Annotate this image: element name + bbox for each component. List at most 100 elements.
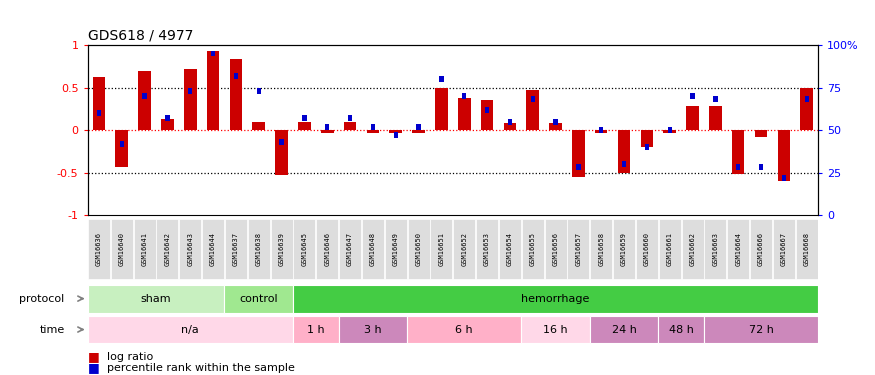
Bar bbox=[736, 165, 740, 171]
Bar bbox=[759, 165, 763, 171]
Bar bbox=[572, 130, 584, 177]
Bar bbox=[256, 88, 261, 94]
FancyBboxPatch shape bbox=[704, 316, 818, 344]
Text: GSM16658: GSM16658 bbox=[598, 232, 605, 266]
Text: GSM16636: GSM16636 bbox=[96, 232, 102, 266]
FancyBboxPatch shape bbox=[522, 316, 590, 344]
Bar bbox=[462, 93, 466, 99]
FancyBboxPatch shape bbox=[88, 316, 293, 344]
Text: GSM16657: GSM16657 bbox=[576, 232, 581, 266]
Bar bbox=[732, 130, 745, 174]
Text: GSM16659: GSM16659 bbox=[621, 232, 627, 266]
FancyBboxPatch shape bbox=[157, 219, 178, 279]
Text: GSM16661: GSM16661 bbox=[667, 232, 673, 266]
Bar bbox=[618, 130, 630, 172]
Text: sham: sham bbox=[141, 294, 172, 304]
Text: GSM16645: GSM16645 bbox=[301, 232, 307, 266]
Bar bbox=[394, 132, 398, 138]
Text: GSM16662: GSM16662 bbox=[690, 232, 696, 266]
Text: GSM16641: GSM16641 bbox=[142, 232, 148, 266]
Bar bbox=[344, 122, 356, 130]
Text: 72 h: 72 h bbox=[749, 324, 774, 334]
Bar bbox=[97, 110, 102, 116]
FancyBboxPatch shape bbox=[727, 219, 749, 279]
Bar bbox=[668, 127, 672, 133]
Bar bbox=[645, 144, 649, 150]
FancyBboxPatch shape bbox=[202, 219, 224, 279]
FancyBboxPatch shape bbox=[88, 219, 110, 279]
Bar bbox=[389, 130, 402, 134]
Text: percentile rank within the sample: percentile rank within the sample bbox=[107, 363, 295, 373]
Bar bbox=[93, 77, 105, 130]
Text: GSM16650: GSM16650 bbox=[416, 232, 422, 266]
Text: GSM16639: GSM16639 bbox=[278, 232, 284, 266]
Bar bbox=[781, 175, 786, 181]
Bar bbox=[480, 100, 494, 130]
Text: GSM16652: GSM16652 bbox=[461, 232, 467, 266]
Bar bbox=[116, 130, 128, 166]
Text: GSM16666: GSM16666 bbox=[758, 232, 764, 266]
Bar bbox=[507, 118, 512, 124]
Bar bbox=[302, 115, 306, 121]
Bar bbox=[686, 106, 699, 130]
Bar bbox=[435, 87, 448, 130]
Text: GSM16651: GSM16651 bbox=[438, 232, 444, 266]
Bar bbox=[206, 51, 220, 130]
FancyBboxPatch shape bbox=[522, 219, 543, 279]
FancyBboxPatch shape bbox=[704, 219, 726, 279]
FancyBboxPatch shape bbox=[453, 219, 475, 279]
FancyBboxPatch shape bbox=[613, 219, 635, 279]
Text: 3 h: 3 h bbox=[364, 324, 382, 334]
FancyBboxPatch shape bbox=[658, 316, 704, 344]
FancyBboxPatch shape bbox=[134, 219, 156, 279]
Text: control: control bbox=[240, 294, 278, 304]
FancyBboxPatch shape bbox=[682, 219, 704, 279]
Bar bbox=[412, 130, 425, 134]
Text: GSM16642: GSM16642 bbox=[164, 232, 171, 266]
Bar bbox=[804, 96, 808, 102]
Bar bbox=[599, 127, 604, 133]
Text: n/a: n/a bbox=[181, 324, 200, 334]
FancyBboxPatch shape bbox=[293, 285, 818, 312]
FancyBboxPatch shape bbox=[339, 316, 407, 344]
Text: GSM16654: GSM16654 bbox=[507, 232, 513, 266]
Text: GSM16664: GSM16664 bbox=[735, 232, 741, 266]
FancyBboxPatch shape bbox=[636, 219, 658, 279]
Bar bbox=[348, 115, 353, 121]
Bar bbox=[253, 122, 265, 130]
Bar bbox=[550, 123, 562, 130]
FancyBboxPatch shape bbox=[430, 219, 452, 279]
FancyBboxPatch shape bbox=[773, 219, 794, 279]
Bar bbox=[527, 90, 539, 130]
Bar bbox=[530, 96, 535, 102]
FancyBboxPatch shape bbox=[590, 316, 658, 344]
Text: GSM16647: GSM16647 bbox=[347, 232, 354, 266]
Bar bbox=[709, 106, 722, 130]
Text: GSM16660: GSM16660 bbox=[644, 232, 650, 266]
Text: 16 h: 16 h bbox=[543, 324, 568, 334]
Bar bbox=[801, 87, 813, 130]
Bar bbox=[553, 118, 557, 124]
Text: GSM16663: GSM16663 bbox=[712, 232, 718, 266]
FancyBboxPatch shape bbox=[111, 219, 133, 279]
Bar bbox=[165, 115, 170, 121]
Bar bbox=[504, 123, 516, 130]
Bar bbox=[595, 130, 607, 134]
Bar bbox=[713, 96, 718, 102]
Bar bbox=[188, 88, 192, 94]
Text: GSM16638: GSM16638 bbox=[255, 232, 262, 266]
Bar bbox=[276, 130, 288, 175]
Text: time: time bbox=[39, 324, 65, 334]
Text: protocol: protocol bbox=[19, 294, 65, 304]
Bar bbox=[371, 124, 375, 130]
Bar bbox=[439, 76, 444, 82]
Text: 1 h: 1 h bbox=[307, 324, 325, 334]
Bar bbox=[211, 51, 215, 57]
Text: ■: ■ bbox=[88, 350, 99, 363]
Bar bbox=[640, 130, 653, 147]
FancyBboxPatch shape bbox=[270, 219, 292, 279]
FancyBboxPatch shape bbox=[407, 316, 522, 344]
Bar bbox=[458, 98, 471, 130]
Bar bbox=[184, 69, 197, 130]
FancyBboxPatch shape bbox=[179, 219, 201, 279]
